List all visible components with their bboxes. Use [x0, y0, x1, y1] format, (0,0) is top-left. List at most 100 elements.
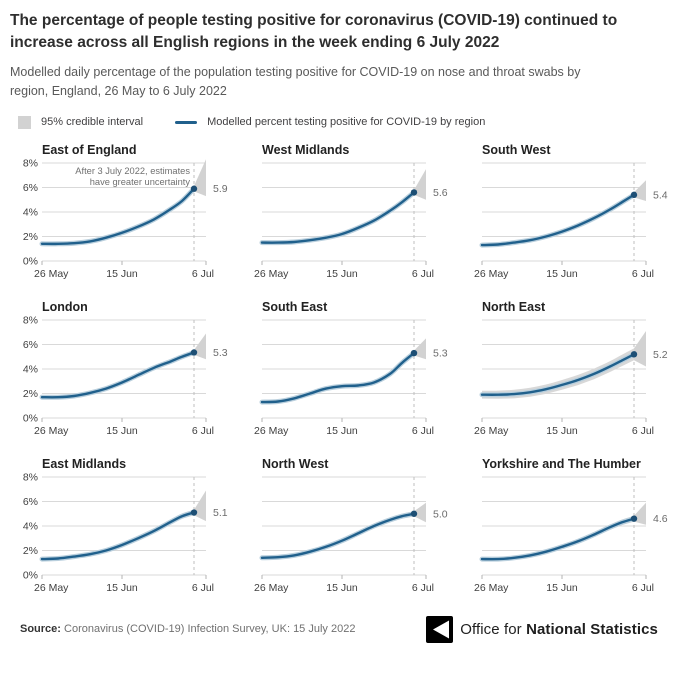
end-dot	[410, 510, 418, 517]
panel-chart-london: 0% 2% 4% 6% 8% 5.3 26 May 15 Jun 6 Jul	[23, 314, 228, 437]
y-tick-label: 6%	[23, 339, 38, 351]
trend-line-halo	[39, 185, 197, 247]
y-tick-label: 0%	[23, 255, 38, 267]
trend-line-label: Modelled percent testing positive for CO…	[207, 116, 486, 129]
uncertainty-fan	[414, 168, 426, 200]
y-tick-label: 2%	[23, 388, 38, 400]
y-tick-label: 8%	[23, 157, 38, 169]
end-value-label: 5.3	[213, 347, 228, 359]
panel-title-north-east: North East	[482, 299, 546, 314]
panel-title-london: London	[42, 299, 88, 314]
end-value-label: 5.0	[433, 508, 448, 520]
source-note: Source: Coronavirus (COVID-19) Infection…	[20, 623, 355, 635]
x-tick-label: 15 Jun	[326, 425, 358, 437]
trend-line-swatch-icon	[175, 120, 198, 124]
page-title: The percentage of people testing positiv…	[10, 12, 618, 51]
trend-line	[480, 193, 636, 246]
end-value-label: 5.9	[213, 183, 228, 195]
y-tick-label: 4%	[23, 363, 38, 375]
x-tick-label: 15 Jun	[106, 582, 138, 594]
end-value-label: 5.4	[653, 189, 668, 201]
x-tick-label: 6 Jul	[632, 425, 654, 437]
x-tick-label: 6 Jul	[412, 582, 434, 594]
y-tick-label: 0%	[23, 412, 38, 424]
x-tick-label: 15 Jun	[106, 268, 138, 280]
trend-line-halo	[479, 515, 637, 562]
x-tick-label: 6 Jul	[632, 268, 654, 280]
x-tick-label: 6 Jul	[632, 582, 654, 594]
end-value-label: 5.2	[653, 348, 668, 360]
trend-line-halo	[479, 351, 637, 397]
page-subtitle: Modelled daily percentage of the populat…	[10, 65, 581, 98]
uncertainty-fan	[414, 338, 426, 359]
credible-interval-band	[482, 348, 634, 399]
panel-chart-north-west: 5.0 26 May 15 Jun 6 Jul	[254, 476, 448, 594]
y-tick-label: 8%	[23, 471, 38, 483]
trend-line-halo	[479, 191, 637, 248]
y-tick-label: 2%	[23, 231, 38, 243]
x-tick-label: 15 Jun	[546, 425, 578, 437]
panel-chart-south-west: 5.4 26 May 15 Jun 6 Jul	[474, 162, 668, 280]
panel-title-yorkshire-and-the-humber: Yorkshire and The Humber	[482, 456, 641, 471]
y-tick-label: 8%	[23, 314, 38, 326]
panel-east-of-england: East of England 0% 2% 4% 6% 8% 5.9 26 May 15 Jun…	[10, 135, 230, 292]
panel-title-south-west: South West	[482, 142, 551, 157]
credible-interval-band	[42, 509, 194, 561]
x-tick-label: 6 Jul	[412, 425, 434, 437]
end-value-label: 5.3	[433, 347, 448, 359]
trend-line	[40, 350, 196, 399]
x-tick-label: 15 Jun	[546, 268, 578, 280]
x-tick-label: 6 Jul	[412, 268, 434, 280]
end-dot	[190, 185, 198, 192]
panel-south-west: South West 5.4 26 May 15 Jun 6 Jul	[450, 135, 670, 292]
uncertainty-annotation-line1: After 3 July 2022, estimates	[75, 166, 190, 176]
trend-line	[480, 517, 636, 561]
trend-line-halo	[39, 349, 197, 400]
panel-chart-west-midlands: 5.6 26 May 15 Jun 6 Jul	[254, 162, 448, 280]
panel-north-west: North West 5.0 26 May 15 Jun 6 Jul	[230, 449, 450, 606]
panel-chart-south-east: 5.3 26 May 15 Jun 6 Jul	[254, 319, 448, 437]
ons-logo: Office for National Statistics	[426, 615, 658, 643]
end-dot	[410, 349, 418, 356]
x-tick-label: 15 Jun	[326, 268, 358, 280]
uncertainty-fan	[414, 502, 426, 522]
end-value-label: 5.6	[433, 187, 448, 199]
x-tick-label: 26 May	[34, 582, 69, 594]
credible-interval-band	[42, 349, 194, 399]
end-dot	[630, 350, 638, 358]
y-tick-label: 4%	[23, 206, 38, 218]
trend-line	[480, 352, 636, 396]
panel-chart-north-east: 5.2 26 May 15 Jun 6 Jul	[474, 319, 668, 437]
trend-line	[260, 512, 416, 559]
x-tick-label: 15 Jun	[326, 582, 358, 594]
panel-title-east-of-england: East of England	[42, 142, 137, 157]
uncertainty-fan	[194, 490, 206, 521]
source-label: Source:	[20, 623, 61, 636]
credible-interval-label: 95% credible interval	[41, 116, 144, 129]
x-tick-label: 15 Jun	[546, 582, 578, 594]
panel-yorkshire-and-the-humber: Yorkshire and The Humber 4.6 26 May 15 Jun 6…	[450, 449, 670, 606]
trend-line	[260, 351, 416, 403]
end-dot	[190, 348, 198, 356]
x-tick-label: 6 Jul	[192, 268, 214, 280]
panel-chart-east-of-england: 0% 2% 4% 6% 8% 5.9 26 May 15 Jun 6 Jul After 3 Ju…	[23, 157, 228, 280]
ons-logo-text: Office for National Statistics	[460, 620, 658, 638]
credible-interval-band	[482, 191, 634, 247]
x-tick-label: 26 May	[254, 582, 289, 594]
y-tick-label: 6%	[23, 496, 38, 508]
x-tick-label: 26 May	[474, 425, 509, 437]
trend-line-halo	[259, 350, 417, 405]
credible-interval-band	[262, 350, 414, 404]
panel-london: London 0% 2% 4% 6% 8% 5.3 26 May 15 Jun 6 Jul	[10, 292, 230, 449]
trend-line-halo	[39, 509, 197, 562]
trend-line	[40, 510, 196, 560]
panel-title-west-midlands: West Midlands	[262, 142, 350, 157]
panel-title-north-west: North West	[262, 456, 329, 471]
x-tick-label: 26 May	[254, 268, 289, 280]
y-tick-label: 4%	[23, 520, 38, 532]
x-tick-label: 26 May	[34, 425, 69, 437]
end-dot	[630, 515, 638, 522]
panel-north-east: North East 5.2 26 May 15 Jun 6 Jul	[450, 292, 670, 449]
y-tick-label: 2%	[23, 545, 38, 557]
uncertainty-fan	[634, 330, 646, 367]
